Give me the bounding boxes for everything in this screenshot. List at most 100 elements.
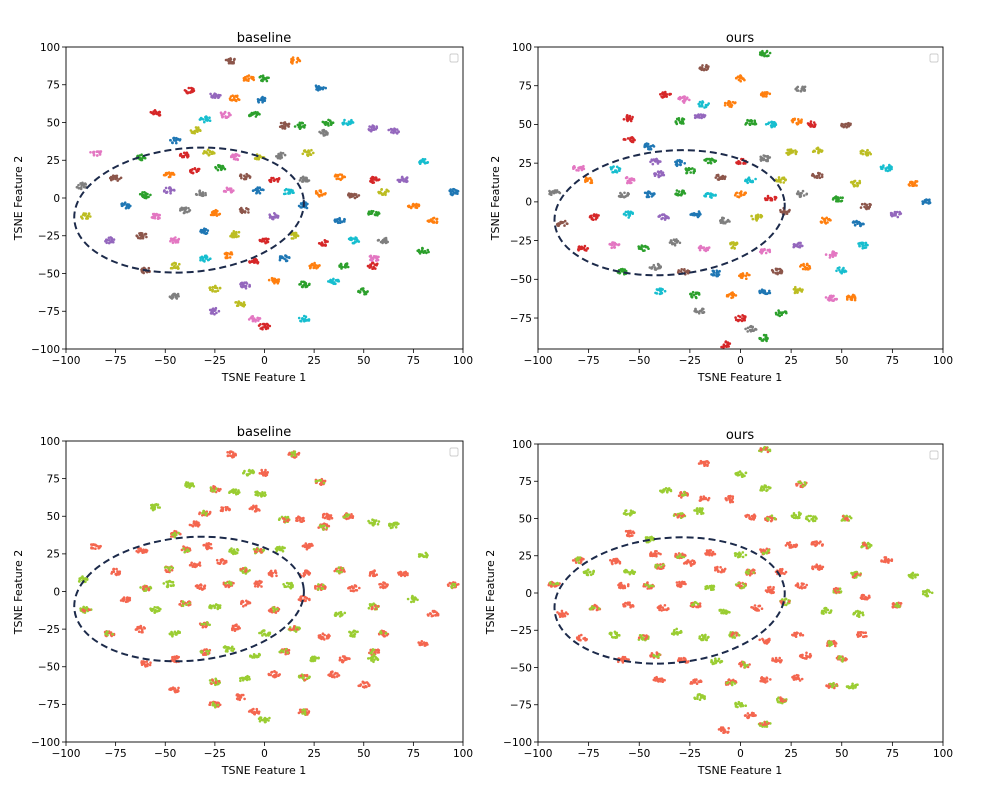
scatter-point — [377, 238, 381, 242]
scatter-point — [858, 179, 861, 183]
scatter-point — [81, 608, 85, 612]
scatter-point — [250, 471, 253, 474]
scatter-point — [796, 190, 800, 193]
cluster — [318, 128, 329, 137]
scatter-point — [211, 213, 215, 217]
scatter-point — [310, 544, 314, 547]
cluster — [120, 201, 132, 210]
x-tick-label: −100 — [52, 355, 81, 367]
cluster — [366, 261, 379, 271]
cluster — [608, 241, 621, 250]
scatter-point — [368, 125, 371, 128]
cluster — [729, 241, 739, 250]
scatter-point — [577, 169, 580, 172]
scatter-point — [254, 504, 258, 508]
scatter-point — [891, 214, 894, 217]
scatter-point — [644, 244, 647, 248]
scatter-point — [698, 104, 702, 108]
scatter-point — [409, 206, 413, 210]
scatter-point — [257, 582, 260, 585]
scatter-point — [92, 151, 95, 154]
cluster — [169, 136, 182, 145]
scatter-point — [423, 158, 427, 161]
cluster — [267, 569, 278, 578]
scatter-point — [244, 603, 247, 607]
scatter-point — [379, 240, 383, 244]
cluster — [224, 57, 236, 65]
scatter-point — [762, 154, 765, 157]
scatter-point — [254, 493, 257, 497]
scatter-point — [737, 314, 740, 318]
scatter-point — [183, 209, 187, 213]
scatter-point — [297, 598, 301, 601]
scatter-point — [303, 573, 307, 576]
scatter-point — [455, 190, 458, 194]
scatter-point — [818, 176, 822, 180]
scatter-point — [326, 122, 330, 125]
scatter-point — [151, 607, 155, 611]
scatter-point — [277, 278, 281, 281]
cluster — [697, 244, 711, 253]
scatter-point — [155, 610, 159, 613]
scatter-point — [766, 159, 769, 163]
cluster — [139, 584, 153, 592]
scatter-point — [855, 182, 859, 185]
scatter-point — [651, 194, 655, 197]
scatter-point — [762, 94, 766, 98]
x-tick-label: 0 — [737, 355, 744, 367]
scatter-point — [283, 189, 287, 192]
scatter-point — [123, 201, 127, 204]
scatter-point — [399, 572, 402, 575]
scatter-point — [737, 160, 740, 163]
scatter-point — [555, 223, 559, 226]
cluster — [317, 522, 331, 531]
scatter-point — [282, 583, 285, 586]
scatter-point — [85, 577, 89, 581]
x-tick-label: −50 — [154, 355, 176, 367]
scatter-point — [865, 206, 869, 210]
cluster — [448, 187, 460, 197]
scatter-point — [698, 248, 702, 252]
scatter-point — [175, 533, 178, 537]
subplot-top-right: −100 −75 −50 −25 0 25 50 75 100−75−50−2502550751… — [510, 42, 953, 367]
scatter-point — [394, 526, 398, 529]
cluster — [764, 120, 778, 129]
scatter-point — [254, 115, 258, 118]
scatter-point — [95, 154, 99, 157]
scatter-point — [147, 587, 151, 590]
scatter-point — [896, 215, 900, 219]
scatter-point — [794, 285, 797, 289]
scatter-point — [165, 191, 168, 194]
cluster — [214, 164, 227, 172]
scatter-point — [182, 151, 186, 155]
scatter-point — [786, 148, 789, 152]
cluster — [907, 180, 919, 188]
scatter-point — [728, 342, 732, 345]
scatter-point — [198, 561, 202, 564]
scatter-point — [801, 189, 805, 193]
scatter-point — [258, 472, 262, 475]
cluster — [327, 277, 341, 286]
scatter-point — [661, 93, 665, 96]
cluster — [242, 74, 256, 82]
scatter-point — [367, 213, 371, 216]
scatter-point — [371, 605, 374, 609]
cluster — [219, 506, 231, 513]
cluster — [377, 188, 390, 197]
subplot-bottom-left: −100 −75 −50 −25 0 25 50 75 100−100−75−50−250255… — [31, 436, 473, 760]
scatter-point — [301, 152, 305, 156]
scatter-point — [742, 193, 745, 197]
scatter-point — [925, 201, 928, 204]
scatter-point — [84, 607, 87, 610]
scatter-point — [831, 198, 835, 201]
scatter-point — [648, 266, 652, 269]
scatter-point — [235, 551, 239, 555]
scatter-point — [723, 101, 727, 105]
scatter-point — [265, 471, 269, 475]
scatter-point — [208, 119, 212, 122]
scatter-point — [375, 177, 378, 180]
scatter-point — [351, 589, 355, 593]
scatter-point — [435, 218, 438, 221]
scatter-point — [624, 210, 628, 214]
scatter-point — [758, 289, 761, 293]
